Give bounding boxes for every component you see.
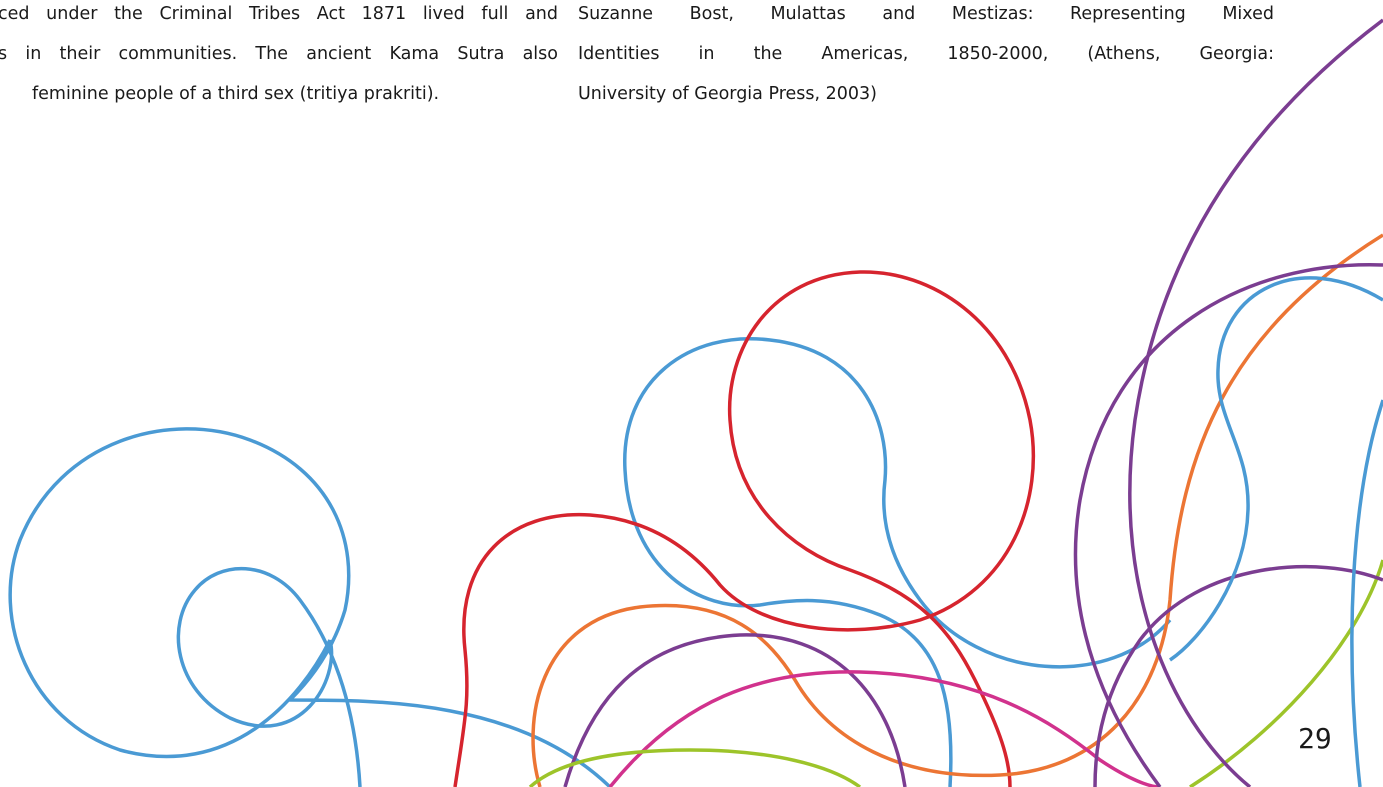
curve — [1075, 265, 1383, 787]
curve — [610, 672, 1160, 787]
page: ced under the Criminal Tribes Act 1871 l… — [0, 0, 1383, 787]
curve — [533, 235, 1383, 787]
curve — [565, 635, 905, 787]
curve — [10, 429, 610, 787]
curve — [625, 339, 1170, 787]
curve — [1130, 20, 1383, 787]
curve — [530, 560, 1383, 787]
left-column: ced under the Criminal Tribes Act 1871 l… — [0, 0, 558, 114]
text-line: Identities in the Americas, 1850-2000, (… — [578, 34, 1274, 74]
text-line: Suzanne Bost, Mulattas and Mestizas: Rep… — [578, 0, 1274, 34]
text-line: s in their communities. The ancient Kama… — [0, 34, 558, 74]
text-line: feminine people of a third sex (tritiya … — [0, 74, 558, 114]
right-column: Suzanne Bost, Mulattas and Mestizas: Rep… — [578, 0, 1274, 114]
curve — [1170, 278, 1383, 787]
text-line: University of Georgia Press, 2003) — [578, 74, 1274, 114]
decorative-curves — [0, 0, 1383, 787]
page-number: 29 — [1298, 722, 1332, 755]
text-line: ced under the Criminal Tribes Act 1871 l… — [0, 0, 558, 34]
